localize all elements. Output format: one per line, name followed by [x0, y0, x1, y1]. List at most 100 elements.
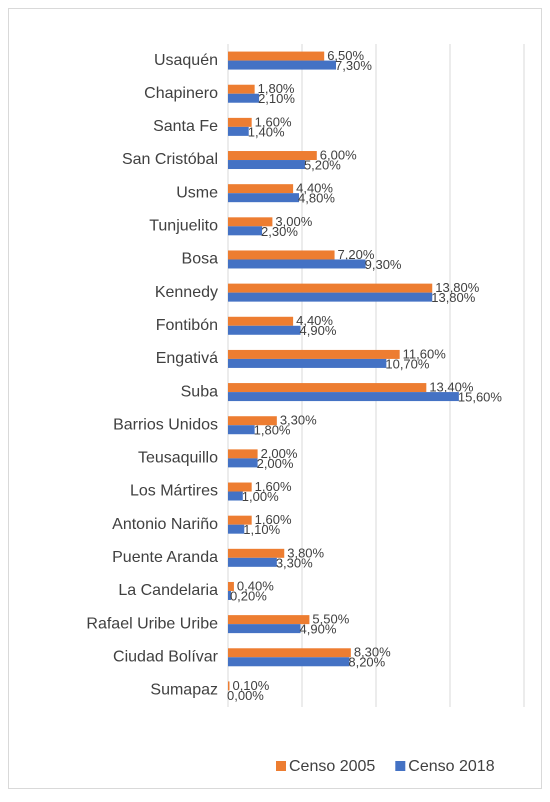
data-label: 5,20% [304, 157, 341, 172]
data-label: 5,50% [312, 612, 349, 627]
data-label: 2,30% [261, 224, 298, 239]
bar [228, 93, 260, 103]
bar [228, 349, 400, 359]
y-tick-label: Ciudad Bolívar [113, 648, 219, 665]
bar [228, 358, 387, 368]
bar [228, 657, 350, 667]
data-label: 1,80% [258, 81, 295, 96]
data-label: 2,00% [257, 456, 294, 471]
data-label: 11,60% [403, 346, 447, 361]
data-label: 3,00% [275, 214, 312, 229]
y-tick-label: Santa Fe [153, 118, 218, 135]
data-label: 10,70% [385, 356, 430, 371]
y-tick-label: Usme [176, 184, 218, 201]
data-label: 4,40% [296, 181, 333, 196]
bar [228, 524, 245, 534]
bar [228, 126, 249, 136]
y-tick-label: Usaquén [154, 52, 218, 69]
bar [228, 283, 433, 293]
bar [228, 217, 273, 227]
bar [228, 160, 305, 170]
y-tick-label: Suba [181, 383, 218, 400]
bar [228, 548, 285, 558]
data-label: 0,10% [232, 678, 269, 693]
data-label: 1,60% [255, 512, 292, 527]
bar [228, 193, 300, 203]
bar [228, 557, 277, 567]
data-label: 13,80% [431, 290, 476, 305]
data-label: 2,10% [258, 91, 295, 106]
data-label: 1,10% [243, 522, 280, 537]
data-label: 2,00% [261, 446, 298, 461]
bar [228, 250, 335, 260]
bar [228, 458, 258, 468]
data-label: 9,30% [365, 257, 402, 272]
y-tick-label: Tunjuelito [149, 218, 218, 235]
bar [228, 449, 258, 459]
bar [228, 184, 294, 194]
bar [228, 648, 351, 658]
legend-swatch [276, 761, 286, 771]
bar [228, 515, 252, 525]
y-tick-label: Engativá [156, 350, 218, 367]
data-label: 1,60% [255, 479, 292, 494]
data-label: 3,80% [287, 545, 324, 560]
y-tick-label: Los Mártires [130, 483, 218, 500]
data-label: 0,00% [227, 688, 264, 703]
bar [228, 117, 252, 127]
data-label: 8,30% [354, 645, 391, 660]
data-label: 4,80% [298, 191, 335, 206]
bar [228, 151, 317, 161]
legend-label: Censo 2005 [289, 758, 375, 775]
bar [228, 292, 433, 302]
data-label: 6,50% [327, 48, 364, 63]
bar [228, 615, 310, 625]
data-label: 1,80% [254, 423, 291, 438]
bar [228, 51, 325, 61]
y-tick-label: Antonio Nariño [112, 516, 218, 533]
y-tick-label: Puente Aranda [112, 549, 218, 566]
legend-swatch [395, 761, 406, 771]
data-label: 4,40% [296, 313, 333, 328]
data-label: 0,40% [237, 578, 274, 593]
y-tick-label: La Candelaria [118, 582, 218, 599]
y-tick-label: Kennedy [155, 284, 218, 301]
bar [228, 681, 230, 691]
y-tick-label: Teusaquillo [138, 450, 218, 467]
data-label: 3,30% [276, 555, 313, 570]
data-label: 1,00% [242, 489, 279, 504]
bar [228, 590, 231, 600]
bar [228, 316, 294, 326]
bar [228, 624, 301, 634]
bar [228, 581, 234, 591]
bar [228, 491, 243, 501]
data-label: 13,80% [435, 280, 480, 295]
data-label: 0,20% [230, 588, 267, 603]
data-label: 4,90% [300, 323, 337, 338]
data-label: 6,00% [320, 147, 357, 162]
data-label: 8,20% [348, 655, 385, 670]
bar [228, 325, 301, 335]
bar [228, 425, 255, 435]
bar [228, 416, 277, 426]
y-tick-label: Chapinero [144, 85, 218, 102]
bar [228, 392, 459, 402]
y-tick-label: San Cristóbal [122, 151, 218, 168]
bar [228, 383, 427, 393]
data-label: 1,40% [248, 124, 285, 139]
y-tick-label: Fontibón [156, 317, 218, 334]
data-label: 3,30% [280, 413, 317, 428]
data-label: 4,90% [300, 622, 337, 637]
y-tick-label: Bosa [182, 251, 219, 268]
data-label: 1,60% [255, 114, 292, 129]
y-tick-label: Rafael Uribe Uribe [86, 615, 218, 632]
bar [228, 259, 366, 269]
data-label: 7,20% [338, 247, 375, 262]
data-label: 7,30% [335, 58, 372, 73]
bar [228, 84, 255, 94]
legend-label: Censo 2018 [408, 758, 494, 775]
data-label: 15,60% [458, 390, 503, 405]
data-label: 13,40% [429, 380, 474, 395]
bar [228, 60, 337, 70]
